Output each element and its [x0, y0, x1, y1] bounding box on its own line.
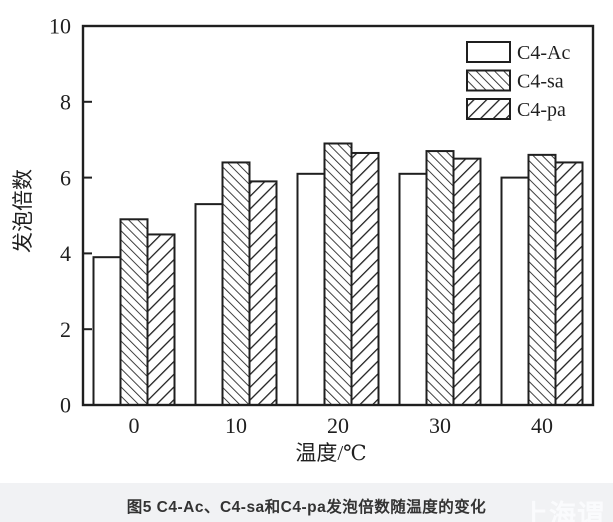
y-tick-label: 4 [60, 241, 71, 266]
x-axis-label: 温度/℃ [295, 441, 366, 465]
bar [119, 218, 149, 406]
bar [92, 256, 122, 406]
bar [452, 157, 482, 406]
y-tick-label: 10 [49, 14, 71, 39]
y-tick-label: 0 [60, 393, 71, 418]
x-tick-label: 10 [225, 413, 247, 438]
bar [248, 180, 278, 406]
bar-chart: 0 10 20 30 40 0 2 4 6 8 10 C4-Ac C4-sa C4-pa 发泡倍数 温度/… [11, 14, 595, 465]
figure-caption: 图5 C4-Ac、C4-sa和C4-pa发泡倍数随温度的变化 [126, 499, 487, 516]
bar [554, 161, 584, 406]
plot-frame [81, 24, 595, 407]
bar [527, 153, 557, 406]
caption-bar: 图5 C4-Ac、C4-sa和C4-pa发泡倍数随温度的变化 上海谓 [0, 483, 613, 522]
legend-label-C4-sa: C4-sa [517, 71, 564, 93]
legend-label-C4-Ac: C4-Ac [517, 42, 570, 64]
bar [425, 150, 455, 406]
y-axis-label: 发泡倍数 [11, 169, 35, 253]
y-tick-label: 2 [60, 317, 71, 342]
y-tick-label: 8 [60, 90, 71, 115]
bar [194, 203, 224, 406]
watermark: 上海谓 [521, 500, 605, 522]
bar [221, 161, 251, 406]
bar [146, 233, 176, 406]
y-tick-label: 6 [60, 165, 71, 190]
legend-label-C4-pa: C4-pa [517, 99, 566, 121]
x-tick-label: 30 [429, 413, 451, 438]
legend-swatch-C4-pa [466, 98, 511, 120]
x-tick-label: 40 [531, 413, 553, 438]
legend-swatch-C4-Ac [466, 41, 511, 63]
x-tick-label: 20 [327, 413, 349, 438]
legend-swatch-C4-sa [466, 69, 511, 92]
bar [323, 142, 353, 407]
bar [296, 172, 326, 406]
bar [500, 176, 530, 406]
bar [398, 172, 428, 406]
x-tick-label: 0 [129, 413, 140, 438]
bar [350, 151, 380, 406]
